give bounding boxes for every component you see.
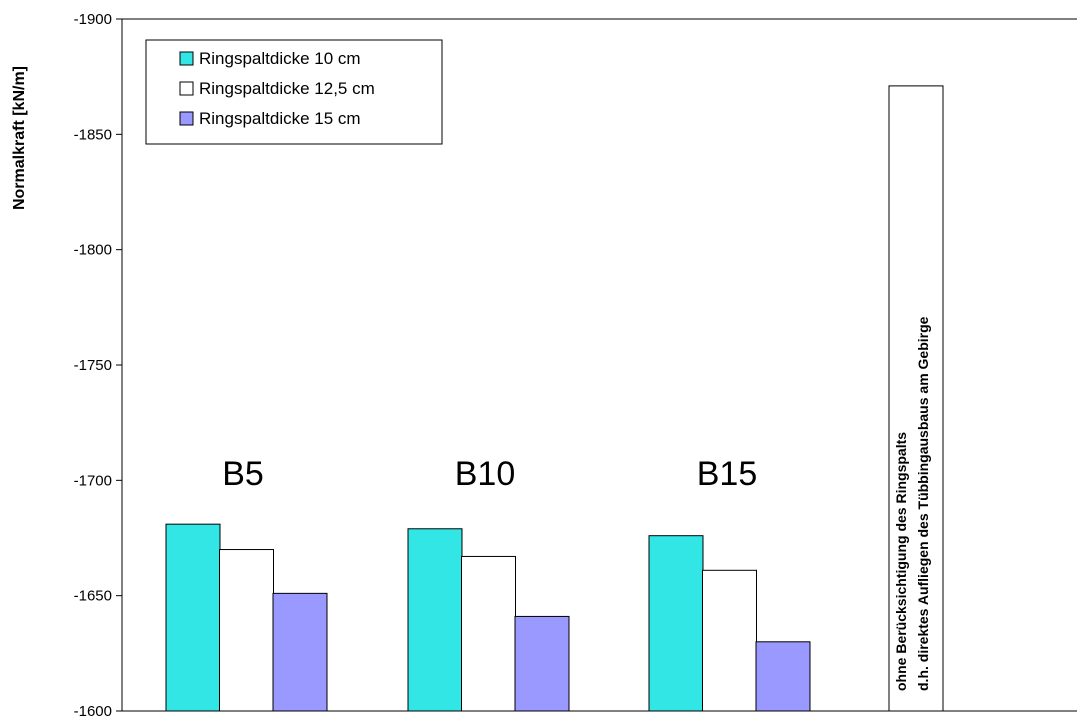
- legend: Ringspaltdicke 10 cm Ringspaltdicke 12,5 …: [145, 39, 443, 145]
- reference-bar-label-line-2: d.h. direktes Aufliegen des Tübbingausba…: [915, 316, 931, 691]
- legend-label: Ringspaltdicke 12,5 cm: [199, 79, 375, 98]
- legend-swatch: [179, 111, 194, 126]
- y-tick-label: -1600: [74, 703, 112, 720]
- reference-bar-label-line-1: ohne Berücksichtigung des Ringspalts: [893, 432, 909, 691]
- bar-b10-series-3: [514, 615, 570, 712]
- legend-swatch: [179, 51, 194, 66]
- legend-label: Ringspaltdicke 15 cm: [199, 109, 361, 128]
- y-axis-ticks: -1900 -1850 -1800 -1750 -1700 -1650 -1600: [74, 11, 122, 720]
- category-label-b5: B5: [222, 455, 264, 493]
- bar-group: [165, 523, 811, 712]
- legend-label: Ringspaltdicke 10 cm: [199, 49, 361, 68]
- y-tick-label: -1900: [74, 11, 112, 28]
- reference-bar: [888, 85, 944, 712]
- bar-b5-series-1: [165, 523, 221, 712]
- y-tick-label: -1700: [74, 472, 112, 489]
- category-labels: B5 B10 B15: [222, 455, 757, 493]
- y-axis-title: Normalkraft [kN/m]: [11, 66, 28, 210]
- bar-b15-series-3: [755, 641, 811, 712]
- y-tick-label: -1800: [74, 242, 112, 259]
- category-label-b10: B10: [455, 455, 516, 493]
- bar-b15-series-1: [648, 535, 704, 712]
- bar-b15-series-2: [702, 569, 757, 712]
- y-tick-label: -1850: [74, 126, 112, 143]
- legend-swatch: [179, 81, 194, 96]
- reference-bar-group: ohne Berücksichtigung des Ringspalts d.h.…: [888, 85, 944, 712]
- category-label-b15: B15: [697, 455, 758, 493]
- y-tick-label: -1650: [74, 588, 112, 605]
- bar-b5-series-3: [272, 592, 328, 712]
- bar-b5-series-2: [219, 549, 274, 712]
- y-tick-label: -1750: [74, 357, 112, 374]
- bar-b10-series-2: [461, 555, 516, 712]
- legend-box: [145, 39, 443, 145]
- bar-b10-series-1: [407, 528, 463, 712]
